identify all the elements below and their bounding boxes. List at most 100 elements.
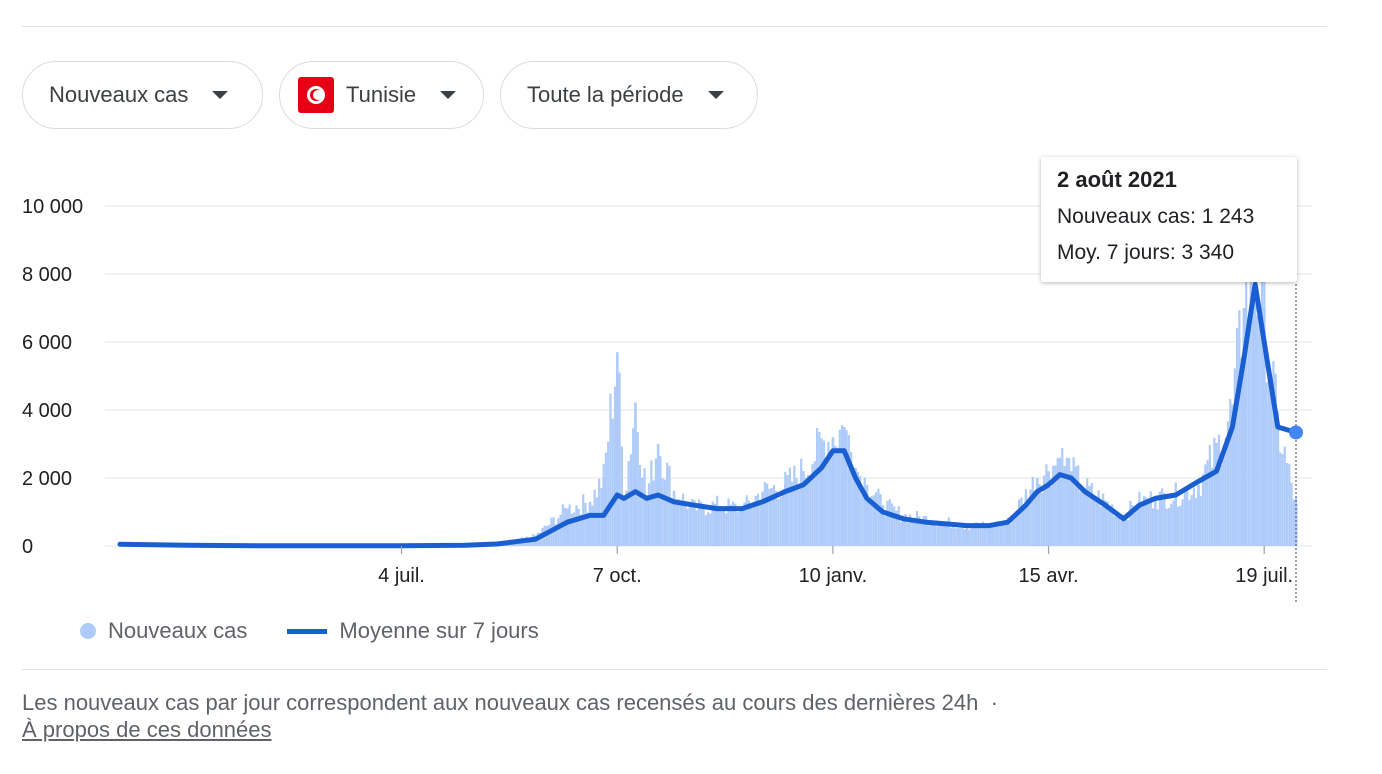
new-cases-bar — [1240, 357, 1243, 546]
new-cases-bar — [783, 484, 787, 546]
caret-down-icon — [707, 91, 724, 99]
new-cases-bar — [1040, 492, 1043, 546]
new-cases-bar — [1081, 491, 1084, 546]
new-cases-bar — [865, 484, 869, 546]
about-data-link[interactable]: À propos de ces données — [22, 717, 272, 742]
new-cases-bar — [1245, 279, 1248, 546]
new-cases-bar — [890, 503, 894, 546]
new-cases-bar — [1133, 510, 1137, 546]
new-cases-bar — [845, 430, 848, 546]
new-cases-bar — [872, 495, 875, 546]
chart-tooltip: 2 août 2021 Nouveaux cas: 1 243 Moy. 7 j… — [1041, 157, 1297, 282]
new-cases-bar — [654, 458, 657, 546]
new-cases-bar — [911, 518, 914, 546]
new-cases-bar — [1045, 464, 1048, 546]
new-cases-bar — [943, 521, 946, 546]
new-cases-bar — [1124, 517, 1127, 546]
new-cases-bar — [582, 494, 585, 546]
new-cases-bar — [650, 460, 653, 546]
new-cases-bar — [1065, 457, 1068, 546]
new-cases-bar — [913, 520, 916, 546]
x-axis-ticks: 4 juil. 7 oct. 10 janv. 15 avr. 19 juil. — [378, 546, 1293, 587]
new-cases-bar — [1029, 489, 1032, 546]
x-tick-label: 19 juil. — [1235, 565, 1293, 587]
new-cases-bar — [618, 372, 621, 546]
new-cases-bar — [1138, 501, 1141, 546]
new-cases-bar — [736, 512, 739, 546]
new-cases-bar — [1260, 247, 1264, 546]
new-cases-bar — [759, 503, 762, 546]
new-cases-bar — [675, 499, 678, 546]
new-cases-bar — [1063, 465, 1066, 546]
new-cases-bar — [1174, 495, 1178, 546]
new-cases-bar — [1067, 458, 1071, 546]
country-dropdown[interactable]: Tunisie — [279, 61, 484, 129]
new-cases-bar — [1006, 522, 1010, 546]
new-cases-bar — [1290, 482, 1293, 546]
new-cases-bar — [1024, 495, 1028, 546]
new-cases-bar — [613, 386, 617, 546]
new-cases-bar — [672, 491, 676, 546]
hover-point — [1289, 425, 1303, 440]
new-cases-bar — [1288, 463, 1291, 546]
new-cases-bar — [827, 441, 830, 546]
new-cases-bar — [725, 513, 728, 546]
new-cases-bar — [897, 506, 900, 546]
new-cases-bar — [1215, 450, 1218, 546]
new-cases-bar — [738, 506, 741, 546]
new-cases-bar — [529, 538, 533, 546]
new-cases-bar — [622, 498, 626, 546]
new-cases-bar — [797, 489, 801, 546]
new-cases-bar — [691, 499, 694, 546]
new-cases-bar — [768, 488, 771, 546]
metric-dropdown[interactable]: Nouveaux cas — [22, 61, 263, 129]
new-cases-bar — [920, 523, 923, 546]
new-cases-bar — [806, 474, 810, 546]
new-cases-bar — [1222, 454, 1225, 546]
new-cases-bar — [645, 495, 649, 546]
new-cases-bar — [1279, 452, 1282, 546]
new-cases-bar — [1163, 493, 1166, 546]
new-cases-bar — [1231, 410, 1234, 546]
new-cases-bar — [927, 525, 930, 546]
y-tick-label: 0 — [22, 536, 33, 558]
new-cases-bar — [1220, 465, 1223, 546]
new-cases-bar — [961, 526, 964, 546]
new-cases-bar — [863, 477, 866, 546]
new-cases-bar — [986, 527, 989, 546]
new-cases-bar — [668, 466, 671, 546]
new-cases-bar — [652, 480, 655, 546]
new-cases-bar — [697, 499, 701, 546]
new-cases-bar — [761, 491, 764, 546]
new-cases-bar — [700, 501, 703, 546]
new-cases-bar — [1186, 486, 1189, 546]
x-tick-label: 7 oct. — [593, 565, 642, 587]
new-cases-bar — [598, 478, 601, 546]
new-cases-bar — [861, 494, 864, 546]
new-cases-bar — [981, 521, 984, 546]
cases-chart[interactable]: 0 2 000 4 000 6 000 8 000 10 000 4 juil. 7 oct… — [0, 150, 1382, 610]
period-dropdown[interactable]: Toute la période — [500, 61, 758, 129]
metric-dropdown-label: Nouveaux cas — [49, 82, 189, 107]
footnote: Les nouveaux cas par jour correspondent … — [22, 689, 1342, 743]
new-cases-bar — [763, 481, 766, 546]
new-cases-bar — [611, 418, 614, 546]
new-cases-bar — [1229, 398, 1232, 546]
new-cases-bar — [1281, 453, 1284, 546]
y-tick-label: 4 000 — [22, 400, 72, 422]
new-cases-bar — [695, 510, 698, 546]
new-cases-bar — [1258, 315, 1261, 546]
new-cases-bar — [1242, 308, 1246, 546]
new-cases-bar — [766, 483, 769, 546]
new-cases-bar — [545, 526, 549, 546]
new-cases-bar — [1183, 489, 1186, 546]
new-cases-bar — [1097, 490, 1100, 546]
new-cases-bar — [573, 512, 576, 546]
chart-legend: Nouveaux cas Moyenne sur 7 jours — [80, 618, 539, 644]
new-cases-bar — [918, 516, 921, 546]
new-cases-bar — [1247, 320, 1250, 546]
new-cases-bar — [709, 513, 712, 546]
new-cases-bar — [859, 476, 862, 546]
new-cases-bar — [1204, 464, 1207, 546]
new-cases-bar — [693, 508, 696, 546]
